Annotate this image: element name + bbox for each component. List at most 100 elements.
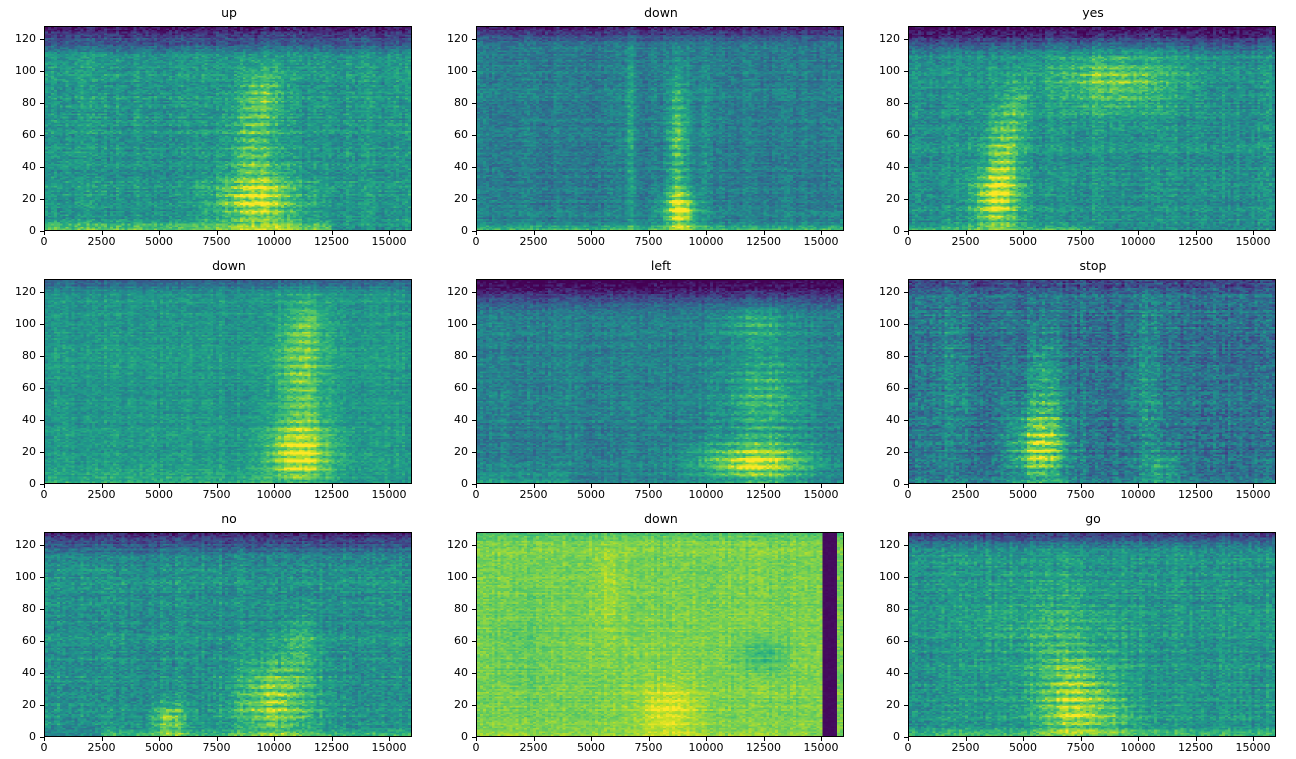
subplot-title: yes xyxy=(1082,5,1104,20)
x-tick-label: 10000 xyxy=(1120,741,1156,754)
x-tick-label: 15000 xyxy=(803,235,839,248)
x-tick-mark xyxy=(274,231,275,235)
y-tick-label: 60 xyxy=(22,633,36,647)
plot-frame xyxy=(908,532,1276,737)
y-tick-mark xyxy=(904,70,908,72)
y-tick-label: 0 xyxy=(29,730,36,743)
x-tick-mark xyxy=(1195,484,1197,488)
x-tick-label: 10000 xyxy=(256,235,292,248)
y-tick-mark xyxy=(40,387,44,389)
x-tick-mark xyxy=(821,484,822,488)
subplot-no-6: no 0 20 40 60 80 100 120 0 2500 5000 7500 10000 12500… xyxy=(0,506,432,759)
x-tick-mark xyxy=(44,737,45,741)
x-tick-mark xyxy=(1138,484,1139,488)
x-tick-mark xyxy=(274,737,275,741)
y-tick-label: 60 xyxy=(454,127,468,141)
x-tick-mark xyxy=(101,484,103,488)
y-tick-label: 20 xyxy=(886,191,900,205)
x-tick-mark xyxy=(533,484,535,488)
x-tick-mark xyxy=(591,484,592,488)
x-tick-mark xyxy=(908,484,909,488)
x-tick-label: 2500 xyxy=(87,741,116,754)
x-tick-mark xyxy=(1253,737,1254,741)
x-tick-mark xyxy=(274,484,275,488)
y-tick-label: 60 xyxy=(454,380,468,394)
y-tick-label: 20 xyxy=(454,697,468,711)
spectrogram-image xyxy=(909,27,1275,230)
y-tick-mark xyxy=(904,355,908,357)
y-tick-mark xyxy=(904,576,908,578)
y-tick-mark xyxy=(472,544,476,546)
y-tick-mark xyxy=(472,70,476,72)
x-tick-label: 0 xyxy=(472,488,480,501)
y-tick-mark xyxy=(40,544,44,546)
x-tick-mark xyxy=(101,231,103,235)
y-tick-label: 100 xyxy=(447,63,468,77)
y-tick-mark xyxy=(472,737,476,738)
x-tick-mark xyxy=(706,484,707,488)
plot-frame xyxy=(44,26,412,231)
x-tick-label: 7500 xyxy=(1066,488,1095,501)
y-tick-label: 20 xyxy=(886,697,900,711)
subplot-go-8: go 0 20 40 60 80 100 120 0 2500 5000 7500 10000 12500… xyxy=(864,506,1296,759)
y-tick-label: 100 xyxy=(15,63,36,77)
y-tick-mark xyxy=(904,102,908,104)
x-tick-mark xyxy=(1253,231,1254,235)
y-tick-mark xyxy=(904,38,908,40)
x-tick-mark xyxy=(44,484,45,488)
y-tick-mark xyxy=(40,419,44,421)
y-tick-label: 40 xyxy=(454,159,468,173)
x-tick-mark xyxy=(1138,737,1139,741)
y-tick-label: 120 xyxy=(879,31,900,45)
x-tick-mark xyxy=(591,737,592,741)
x-tick-label: 15000 xyxy=(1235,488,1271,501)
subplot-down-1: down 0 20 40 60 80 100 120 0 2500 5000 7500 10000 125… xyxy=(432,0,864,253)
y-tick-label: 60 xyxy=(22,380,36,394)
x-tick-label: 0 xyxy=(40,488,48,501)
y-tick-mark xyxy=(40,451,44,453)
y-tick-mark xyxy=(904,451,908,453)
plot-frame xyxy=(476,26,844,231)
x-tick-mark xyxy=(476,484,477,488)
x-tick-mark xyxy=(476,737,477,741)
y-tick-label: 40 xyxy=(454,665,468,679)
y-tick-mark xyxy=(40,704,44,706)
x-tick-label: 5000 xyxy=(145,235,173,248)
x-tick-label: 0 xyxy=(472,235,480,248)
subplot-title: down xyxy=(212,258,246,273)
x-tick-label: 7500 xyxy=(634,235,663,248)
x-tick-label: 5000 xyxy=(577,235,605,248)
x-tick-label: 2500 xyxy=(519,741,548,754)
x-tick-label: 15000 xyxy=(371,741,407,754)
x-tick-label: 7500 xyxy=(1066,741,1095,754)
x-tick-label: 7500 xyxy=(1066,235,1095,248)
x-tick-label: 7500 xyxy=(202,235,231,248)
x-tick-label: 5000 xyxy=(1009,235,1037,248)
subplot-left-4: left 0 20 40 60 80 100 120 0 2500 5000 7500 10000 125… xyxy=(432,253,864,506)
y-tick-mark xyxy=(40,323,44,325)
x-tick-mark xyxy=(965,231,967,235)
x-tick-label: 12500 xyxy=(314,488,349,501)
spectrogram-image xyxy=(909,533,1275,736)
y-tick-mark xyxy=(40,640,44,642)
y-tick-mark xyxy=(40,70,44,72)
x-tick-mark xyxy=(821,737,822,741)
x-tick-mark xyxy=(159,737,160,741)
x-tick-mark xyxy=(331,737,333,741)
subplot-title: left xyxy=(650,258,672,273)
y-tick-mark xyxy=(40,291,44,293)
y-tick-label: 40 xyxy=(886,159,900,173)
y-tick-mark xyxy=(472,672,476,674)
y-tick-label: 100 xyxy=(879,569,900,583)
spectrogram-image xyxy=(477,280,843,483)
x-tick-mark xyxy=(706,231,707,235)
x-tick-mark xyxy=(216,231,218,235)
y-tick-label: 40 xyxy=(454,412,468,426)
y-tick-label: 40 xyxy=(22,159,36,173)
y-tick-mark xyxy=(472,323,476,325)
y-tick-label: 20 xyxy=(22,191,36,205)
x-tick-mark xyxy=(1253,484,1254,488)
x-tick-mark xyxy=(1138,231,1139,235)
y-tick-label: 80 xyxy=(454,95,468,109)
